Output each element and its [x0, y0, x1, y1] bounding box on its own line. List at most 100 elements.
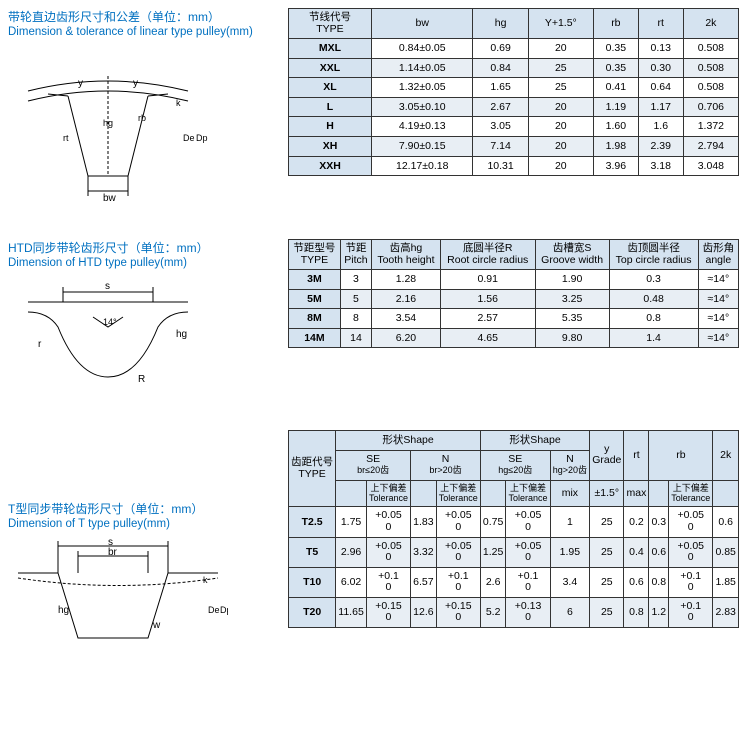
cell: 0.69	[473, 39, 528, 59]
table-row: H 4.19±0.13 3.05 20 1.60 1.6 1.372	[289, 117, 739, 137]
cell: 1.4	[609, 328, 698, 348]
section-htd: HTD同步带轮齿形尺寸（单位：mm） Dimension of HTD type…	[8, 239, 739, 400]
cell: +0.050	[669, 507, 713, 537]
cell: 25	[590, 537, 624, 567]
cell: 5.35	[535, 309, 609, 329]
table-t: 齿距代号TYPE 形状Shape 形状Shape yGrade rt rb 2k…	[288, 430, 739, 628]
cell: 0.3	[609, 270, 698, 290]
table-row: 8M 8 3.54 2.57 5.35 0.8 ≈14°	[289, 309, 739, 329]
cell-type: XXL	[289, 58, 372, 78]
cell: 1.19	[593, 97, 638, 117]
svg-text:y: y	[133, 78, 138, 89]
cell-type: L	[289, 97, 372, 117]
cell: 0.6	[649, 537, 669, 567]
svg-text:R: R	[138, 374, 145, 385]
cell: 1.98	[593, 137, 638, 157]
svg-text:rb: rb	[138, 113, 146, 123]
table-row: XXH 12.17±0.18 10.31 20 3.96 3.18 3.048	[289, 156, 739, 176]
cell-type: T2.5	[289, 507, 336, 537]
cell: 0.84±0.05	[371, 39, 472, 59]
cell: +0.10	[669, 597, 713, 627]
cell: 25	[528, 58, 593, 78]
cell-type: 14M	[289, 328, 341, 348]
table-row: XH 7.90±0.15 7.14 20 1.98 2.39 2.794	[289, 137, 739, 157]
table-row: 5M 5 2.16 1.56 3.25 0.48 ≈14°	[289, 289, 739, 309]
table-linear: 节线代号TYPE bw hg Y+1.5° rb rt 2k MXL 0.84±…	[288, 8, 739, 176]
cell: 0.75	[480, 507, 506, 537]
th-type: 节线代号TYPE	[289, 9, 372, 39]
cell: 9.80	[535, 328, 609, 348]
svg-text:w: w	[152, 620, 161, 631]
cell: 20	[528, 39, 593, 59]
svg-text:Dp: Dp	[220, 605, 228, 615]
th3-empty5	[713, 480, 739, 507]
cell: 0.13	[638, 39, 683, 59]
table-row: 3M 3 1.28 0.91 1.90 0.3 ≈14°	[289, 270, 739, 290]
cell: 0.8	[649, 567, 669, 597]
table-row: T2.5 1.75 +0.050 1.83 +0.050 0.75 +0.050…	[289, 507, 739, 537]
cell: 20	[528, 117, 593, 137]
cell: 20	[528, 156, 593, 176]
cell-type: T5	[289, 537, 336, 567]
cell: 0.30	[638, 58, 683, 78]
cell: 0.706	[683, 97, 738, 117]
svg-text:r: r	[38, 339, 42, 350]
cell-type: XH	[289, 137, 372, 157]
th2-tcr: 齿顶圆半径Top circle radius	[609, 240, 698, 270]
cell: 6	[550, 597, 589, 627]
cell: 0.508	[683, 58, 738, 78]
cell: 2.794	[683, 137, 738, 157]
th3-n2: Nhg>20齿	[550, 450, 589, 480]
table-row: XXL 1.14±0.05 0.84 25 0.35 0.30 0.508	[289, 58, 739, 78]
cell: 0.508	[683, 39, 738, 59]
cell: +0.10	[366, 567, 410, 597]
cell: 20	[528, 137, 593, 157]
svg-text:hg: hg	[176, 329, 187, 340]
th2-rcr: 底圆半径RRoot circle radius	[440, 240, 535, 270]
cell: 7.14	[473, 137, 528, 157]
cell: ≈14°	[698, 270, 738, 290]
cell-type: 3M	[289, 270, 341, 290]
cell: 8	[340, 309, 371, 329]
cell: 3	[340, 270, 371, 290]
table-htd: 节距型号TYPE 节距Pitch 齿高hgTooth height 底圆半径RR…	[288, 239, 739, 348]
table-row: T10 6.02 +0.10 6.57 +0.10 2.6 +0.10 3.4 …	[289, 567, 739, 597]
cell: 0.35	[593, 39, 638, 59]
cell: 1.60	[593, 117, 638, 137]
table-row: T20 11.65 +0.150 12.6 +0.150 5.2 +0.130 …	[289, 597, 739, 627]
cell: 1.372	[683, 117, 738, 137]
cell: +0.10	[506, 567, 550, 597]
cell: 2.57	[440, 309, 535, 329]
th3-mix: mix	[550, 480, 589, 507]
section-t: T型同步带轮齿形尺寸（单位：mm） Dimension of T type pu…	[8, 430, 739, 661]
cell: 0.41	[593, 78, 638, 98]
cell: 1.32±0.05	[371, 78, 472, 98]
th3-rt: rt	[624, 431, 649, 481]
cell: 20	[528, 97, 593, 117]
cell: 0.6	[713, 507, 739, 537]
th3-empty4	[649, 480, 669, 507]
cell: 1.83	[411, 507, 437, 537]
cell: 6.57	[411, 567, 437, 597]
cell: 3.4	[550, 567, 589, 597]
th-rb: rb	[593, 9, 638, 39]
th3-rb: rb	[649, 431, 713, 481]
cell: 25	[590, 567, 624, 597]
cell: +0.050	[506, 507, 550, 537]
cell-type: 5M	[289, 289, 341, 309]
cell: +0.150	[366, 597, 410, 627]
th3-tol3: 上下偏差Tolerance	[506, 480, 550, 507]
cell: 3.048	[683, 156, 738, 176]
svg-text:bw: bw	[103, 193, 117, 204]
table1-wrap: 节线代号TYPE bw hg Y+1.5° rb rt 2k MXL 0.84±…	[288, 8, 739, 176]
th2-type: 节距型号TYPE	[289, 240, 341, 270]
th-hg: hg	[473, 9, 528, 39]
cell: 1.95	[550, 537, 589, 567]
cell: 1.14±0.05	[371, 58, 472, 78]
cell: 5	[340, 289, 371, 309]
cell: 2.96	[336, 537, 367, 567]
cell: 1.90	[535, 270, 609, 290]
cell: 0.48	[609, 289, 698, 309]
cell: 1.28	[372, 270, 441, 290]
th3-se2: SEhg≤20齿	[480, 450, 550, 480]
